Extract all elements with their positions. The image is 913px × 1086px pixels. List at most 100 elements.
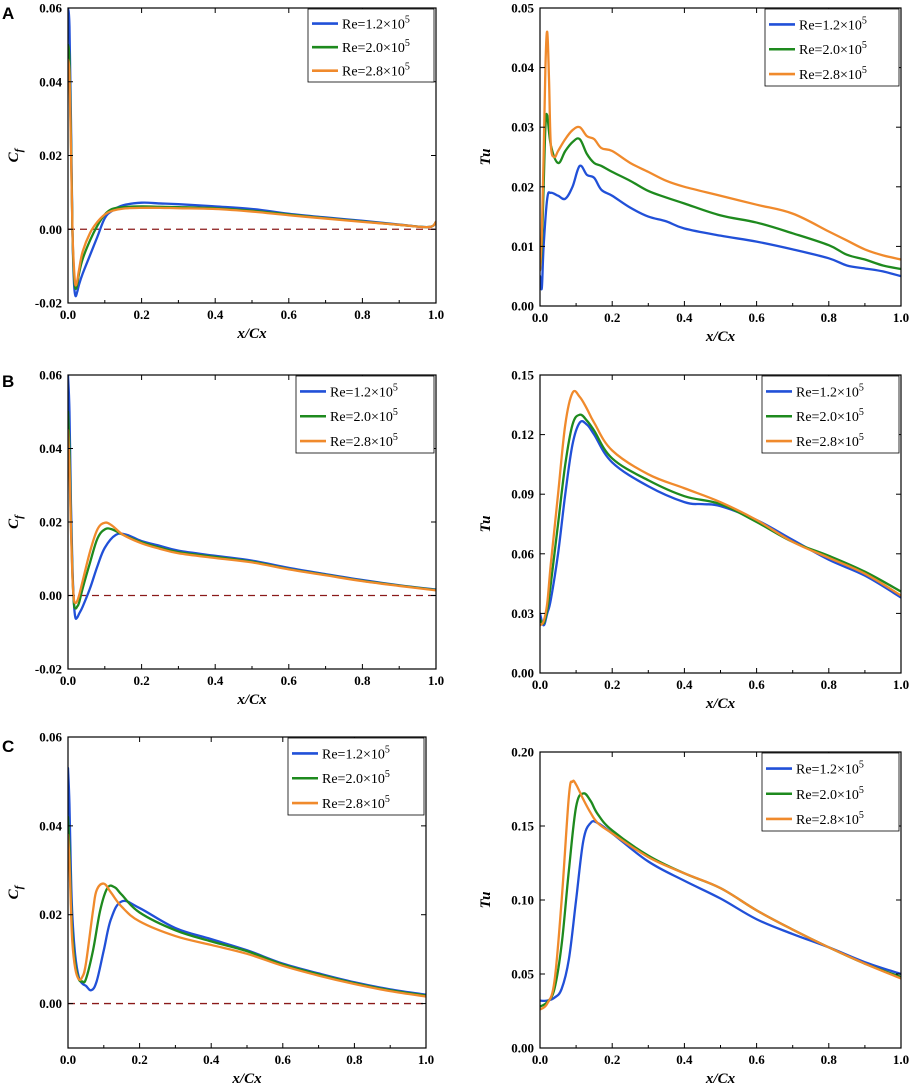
- x-tick-label: 0.2: [604, 1052, 620, 1067]
- x-tick-label: 0.4: [676, 1052, 693, 1067]
- x-tick-label: 0.0: [60, 673, 76, 688]
- legend-label-exponent: 5: [859, 382, 864, 393]
- legend-label-base: Re=2.8×10: [796, 813, 859, 828]
- x-axis-title: x/Cx: [236, 692, 267, 708]
- legend-label-1: Re=1.2×105: [342, 15, 410, 33]
- y-axis-title: Tu: [478, 516, 494, 533]
- legend-label-exponent: 5: [862, 65, 867, 76]
- y-tick-label: 0.05: [511, 967, 534, 982]
- series-line-3: [540, 389, 901, 627]
- chart-a-right: 0.0 0.2 0.4 0.6 0.8 1.0 0.00 0.01 0.02 0.03 0.04 0.…: [478, 1, 909, 346]
- x-tick-label: 1.0: [893, 310, 909, 325]
- series-line-3: [68, 833, 426, 998]
- x-axis-title: x/Cx: [705, 1071, 736, 1086]
- legend-label-2: Re=2.0×105: [796, 785, 864, 803]
- x-tick-label: 0.8: [354, 673, 371, 688]
- series-line-3: [540, 779, 901, 1011]
- x-tick-label: 1.0: [428, 307, 444, 322]
- x-tick-label: 1.0: [428, 673, 444, 688]
- legend-label-3: Re=2.8×105: [799, 65, 867, 83]
- legend-label-exponent: 5: [385, 744, 390, 755]
- y-tick-label: 0.00: [511, 666, 534, 681]
- x-tick-label: 0.6: [748, 1052, 765, 1067]
- y-tick-label: 0.10: [511, 893, 534, 908]
- x-tick-label: 0.2: [131, 1052, 147, 1067]
- x-tick-label: 0.4: [207, 307, 224, 322]
- y-tick-label: 0.02: [39, 515, 62, 530]
- x-axis-title: x/Cx: [705, 329, 736, 345]
- y-tick-label: 0.00: [511, 1041, 534, 1056]
- x-tick-label: 0.2: [133, 673, 149, 688]
- legend-label-base: Re=2.0×10: [799, 43, 862, 58]
- legend-label-3: Re=2.8×105: [330, 432, 398, 450]
- y-axis-title-sub: f: [13, 884, 25, 889]
- legend-label-1: Re=1.2×105: [796, 760, 864, 778]
- y-axis-title: Cf: [6, 884, 25, 899]
- legend-label-exponent: 5: [385, 794, 390, 805]
- y-tick-label: 0.04: [511, 60, 534, 75]
- x-tick-label: 0.0: [60, 1052, 76, 1067]
- y-axis-title: Tu: [478, 149, 494, 166]
- charts-layer: 0.0 0.2 0.4 0.6 0.8 1.0 -0.02 0.00 0.02 0.04 0.06 x…: [6, 1, 909, 1086]
- y-axis-title-main: Tu: [478, 149, 494, 166]
- panel-letter-c: C: [2, 737, 14, 756]
- x-tick-label: 1.0: [893, 1052, 909, 1067]
- series-line-1: [540, 164, 901, 291]
- y-tick-label: -0.02: [35, 296, 62, 311]
- legend-label-1: Re=1.2×105: [796, 382, 864, 400]
- y-tick-label: 0.03: [511, 120, 534, 135]
- legend-label-base: Re=2.0×10: [796, 788, 859, 803]
- x-tick-label: 0.0: [532, 310, 548, 325]
- legend-label-1: Re=1.2×105: [799, 15, 867, 33]
- legend-label-base: Re=2.0×10: [322, 772, 385, 787]
- y-tick-label: 0.00: [39, 588, 62, 603]
- series-line-2: [540, 112, 901, 272]
- legend-label-base: Re=2.8×10: [330, 435, 393, 450]
- series-line-1: [540, 420, 901, 627]
- x-tick-label: 0.8: [354, 307, 371, 322]
- legend-label-2: Re=2.0×105: [796, 407, 864, 425]
- legend-label-3: Re=2.8×105: [342, 62, 410, 80]
- y-tick-label: 0.04: [39, 441, 62, 456]
- legend-label-exponent: 5: [859, 407, 864, 418]
- x-tick-label: 1.0: [893, 677, 909, 692]
- legend-label-3: Re=2.8×105: [322, 794, 390, 812]
- x-tick-label: 0.0: [532, 1052, 548, 1067]
- y-axis-title: Cf: [6, 147, 25, 162]
- x-tick-label: 0.2: [133, 307, 149, 322]
- y-tick-label: 0.04: [39, 74, 62, 89]
- y-axis-title-main: C: [6, 151, 22, 162]
- y-tick-label: 0.06: [39, 368, 62, 383]
- y-axis-title: Tu: [478, 892, 494, 909]
- legend-label-exponent: 5: [862, 40, 867, 51]
- x-tick-label: 0.6: [281, 673, 298, 688]
- x-tick-label: 0.8: [821, 677, 838, 692]
- chart-b-left: 0.0 0.2 0.4 0.6 0.8 1.0 -0.02 0.00 0.02 0.04 0.06 x…: [6, 368, 444, 709]
- chart-a-left: 0.0 0.2 0.4 0.6 0.8 1.0 -0.02 0.00 0.02 0.04 0.06 x…: [6, 1, 444, 343]
- legend-label-base: Re=2.0×10: [796, 410, 859, 425]
- legend-label-base: Re=1.2×10: [796, 385, 859, 400]
- x-tick-label: 0.8: [821, 1052, 838, 1067]
- legend-label-exponent: 5: [393, 432, 398, 443]
- y-tick-label: 0.20: [511, 745, 534, 760]
- panel-letter-a: A: [2, 4, 14, 23]
- y-tick-label: 0.15: [511, 819, 534, 834]
- y-axis-title-main: Tu: [478, 516, 494, 533]
- y-tick-label: 0.00: [39, 222, 62, 237]
- legend-label-base: Re=2.0×10: [330, 410, 393, 425]
- y-tick-label: 0.02: [511, 179, 534, 194]
- chart-c-right: 0.0 0.2 0.4 0.6 0.8 1.0 0.00 0.05 0.10 0.15 0.20 x/…: [478, 745, 909, 1086]
- y-tick-label: 0.09: [511, 487, 534, 502]
- legend-label-exponent: 5: [393, 382, 398, 393]
- legend-label-exponent: 5: [859, 432, 864, 443]
- y-axis-title-main: C: [6, 518, 22, 529]
- legend-label-1: Re=1.2×105: [330, 382, 398, 400]
- panel-letter-b: B: [2, 372, 14, 391]
- y-tick-label: 0.01: [511, 239, 534, 254]
- series-line-3: [68, 58, 436, 287]
- series-line-1: [540, 819, 901, 1003]
